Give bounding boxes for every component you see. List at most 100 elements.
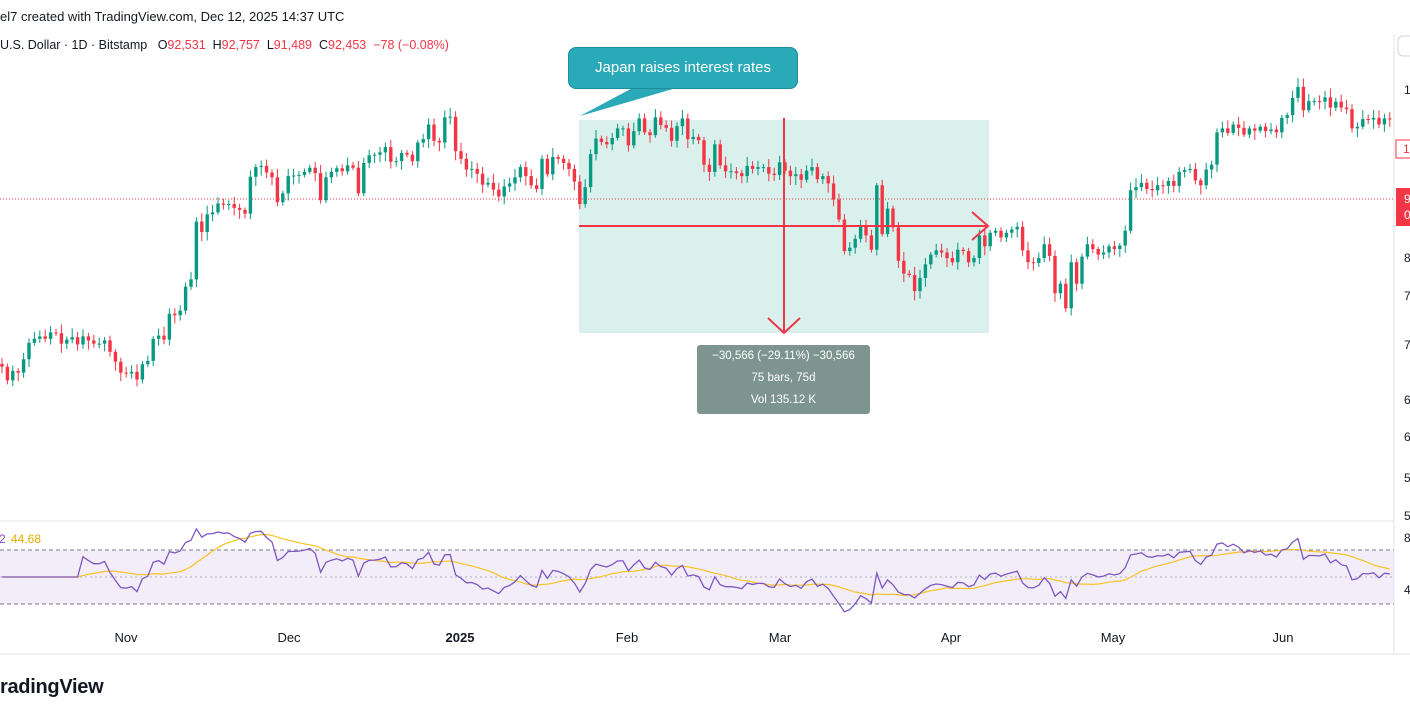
price-axis-label: 9 (1404, 192, 1410, 206)
candle-body (1344, 107, 1349, 110)
candle-body (394, 161, 398, 163)
open-value: 92,531 (167, 38, 206, 52)
candle-body (1371, 117, 1376, 120)
candle-body (799, 174, 803, 180)
candle-body (637, 118, 641, 132)
candle-body (993, 230, 998, 233)
price-axis-label: 6 (1404, 393, 1410, 407)
candle-body (151, 338, 155, 361)
annotation-callout[interactable]: Japan raises interest rates (568, 47, 798, 89)
rsi-line (2, 527, 1390, 613)
candle-body (1258, 126, 1262, 131)
candle-body (1312, 101, 1316, 103)
candle-body (880, 185, 884, 235)
candle-body (497, 189, 501, 197)
candle-body (1226, 128, 1230, 133)
candle-body (1037, 258, 1041, 263)
candle-body (156, 335, 161, 339)
candle-body (572, 168, 577, 182)
candle-body (734, 171, 739, 174)
current-price-tag (1396, 188, 1410, 226)
candle-body (378, 152, 382, 155)
candle-body (297, 174, 301, 176)
candle-body (65, 339, 69, 344)
candle-body (1377, 117, 1381, 125)
candle-body (1323, 97, 1327, 102)
candle-body (950, 258, 955, 263)
candle-body (1053, 255, 1057, 294)
candle-body (999, 230, 1003, 238)
candle-body (1339, 101, 1343, 108)
candle-body (16, 370, 20, 373)
candle-body (108, 340, 112, 352)
candle-body (243, 209, 247, 214)
candle-body (1247, 128, 1252, 135)
measure-volume: Vol 135.12 K (750, 394, 817, 406)
candle-body (1161, 185, 1165, 187)
candle-body (43, 336, 47, 339)
low-label: L (266, 38, 274, 52)
candle-body (281, 193, 285, 203)
candle-body (210, 212, 215, 215)
candle-body (1166, 180, 1171, 186)
candle-body (853, 238, 857, 248)
candle-body (470, 168, 474, 170)
candle-body (232, 204, 236, 208)
measure-bars: 75 bars, 75d (751, 372, 816, 384)
x-tick-label: May (1101, 630, 1126, 645)
price-axis-scale-button[interactable] (1397, 35, 1410, 57)
candle-body (1080, 256, 1084, 284)
candle-body (32, 338, 37, 343)
candle-body (891, 208, 895, 228)
candle-body (1263, 126, 1268, 132)
candle-body (1058, 283, 1063, 294)
x-tick-label: Jun (1273, 630, 1294, 645)
price-axis-label: 5 (1404, 471, 1410, 485)
candle-body (896, 227, 901, 261)
candle-body (453, 116, 458, 152)
symbol-ohlc-line: U.S. Dollar · 1D · Bitstamp O92,531 H92,… (0, 38, 449, 52)
candle-body (642, 118, 647, 133)
x-tick-label: Mar (769, 630, 792, 645)
symbol-name[interactable]: U.S. Dollar · 1D · Bitstamp (0, 38, 148, 52)
candle-body (443, 117, 447, 143)
candle-body (659, 117, 663, 126)
candle-body (848, 247, 852, 252)
candle-body (1236, 124, 1241, 128)
candle-body (621, 128, 625, 130)
candle-body (961, 249, 965, 252)
candle-body (626, 128, 631, 146)
candle-body (59, 333, 64, 344)
candle-body (1307, 101, 1311, 111)
candle-body (551, 157, 555, 175)
candle-body (318, 173, 323, 201)
candle-body (702, 140, 706, 165)
candle-body (513, 177, 517, 184)
candle-body (140, 364, 145, 380)
candle-body (389, 147, 393, 162)
candle-body (1096, 249, 1100, 255)
candle-body (1220, 128, 1225, 133)
candle-body (146, 360, 150, 365)
candle-body (486, 182, 490, 185)
candle-body (1253, 128, 1257, 131)
candle-body (1069, 262, 1073, 309)
candle-body (362, 162, 366, 194)
candle-body (405, 152, 409, 155)
candle-body (27, 342, 31, 360)
candle-body (804, 170, 809, 180)
candle-body (507, 183, 512, 187)
candle-body (1085, 244, 1090, 257)
candle-body (340, 168, 344, 172)
close-label: C (318, 38, 328, 52)
open-label: O (157, 38, 168, 52)
candle-body (599, 138, 604, 142)
candle-body (1155, 185, 1160, 191)
candle-body (1015, 226, 1019, 230)
price-axis-label: 7 (1404, 338, 1410, 352)
rsi-ma-line (2, 533, 1390, 597)
price-axis-label: 1 (1403, 142, 1410, 156)
rsi-value: 44.68 (11, 532, 41, 546)
callout-pointer (580, 84, 690, 116)
